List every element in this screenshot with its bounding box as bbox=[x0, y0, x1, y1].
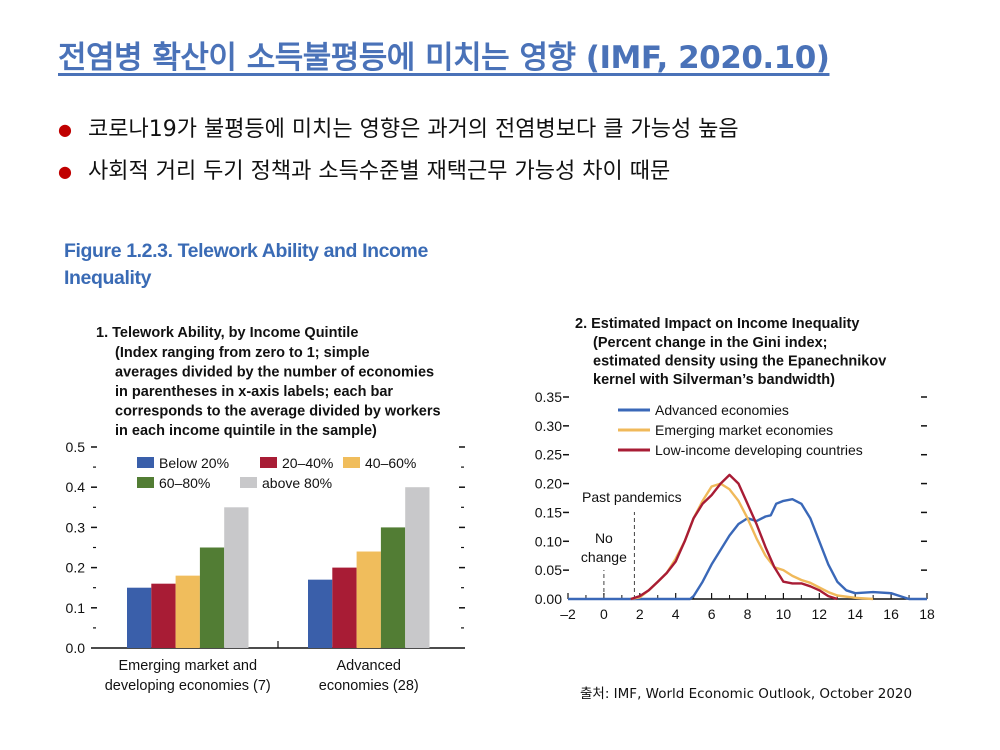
chart1-y-tick-label: 0.3 bbox=[66, 519, 86, 535]
chart1-bar-above-80- bbox=[224, 507, 249, 648]
chart2-x-tick-label: 0 bbox=[600, 606, 608, 622]
chart2-title: 2. Estimated Impact on Income Inequality bbox=[575, 316, 859, 332]
chart2-legend-label: Low-income developing countries bbox=[655, 442, 863, 458]
chart2-no-change-label: No bbox=[595, 530, 613, 546]
chart2-x-tick-label: 10 bbox=[776, 606, 792, 622]
chart2-y-tick-label: 0.10 bbox=[535, 533, 562, 549]
chart1-bar-below-20- bbox=[127, 587, 152, 648]
chart1-bar-above-80- bbox=[405, 487, 430, 648]
bullet-text: 코로나19가 불평등에 미치는 영향은 과거의 전염병보다 클 가능성 높음 bbox=[88, 117, 739, 142]
chart1-subtitle-line: in parentheses in x-axis labels; each ba… bbox=[115, 384, 393, 400]
chart1-bar-below-20- bbox=[308, 579, 333, 648]
chart1-legend-label: 60–80% bbox=[159, 475, 210, 491]
chart1-subtitle-line: (Index ranging from zero to 1; simple bbox=[115, 345, 370, 361]
chart1-y-tick-label: 0.5 bbox=[66, 439, 86, 455]
chart1-subtitle-line: averages divided by the number of econom… bbox=[115, 365, 434, 381]
chart2-subtitle-line: (Percent change in the Gini index; bbox=[593, 335, 827, 351]
chart1-legend-swatch bbox=[260, 457, 277, 468]
chart1-y-tick-label: 0.0 bbox=[66, 640, 86, 656]
chart2-x-tick-label: 14 bbox=[847, 606, 863, 622]
bullet-item: ● 코로나19가 불평등에 미치는 영향은 과거의 전염병보다 클 가능성 높음 bbox=[58, 112, 739, 154]
chart2-y-tick-label: 0.25 bbox=[535, 447, 562, 463]
chart2-y-tick-label: 0.30 bbox=[535, 418, 562, 434]
chart2-legend-label: Emerging market economies bbox=[655, 422, 833, 438]
chart2-subtitle-line: estimated density using the Epanechnikov bbox=[593, 354, 886, 370]
chart2-y-tick-label: 0.35 bbox=[535, 389, 562, 405]
chart1-bar-20-40- bbox=[151, 583, 176, 648]
chart1-legend-swatch bbox=[343, 457, 360, 468]
chart1-x-category-label: Advanced bbox=[337, 658, 402, 674]
chart1-legend-label: Below 20% bbox=[159, 455, 229, 471]
chart2-y-tick-label: 0.05 bbox=[535, 562, 562, 578]
chart2-x-tick-label: 8 bbox=[744, 606, 752, 622]
chart2-x-tick-label: 4 bbox=[672, 606, 680, 622]
chart1-bar-20-40- bbox=[332, 567, 357, 648]
chart1-title: 1. Telework Ability, by Income Quintile bbox=[96, 325, 358, 341]
chart2-legend-label: Advanced economies bbox=[655, 402, 789, 418]
chart1-legend-swatch bbox=[137, 457, 154, 468]
chart1-bar-60-80- bbox=[380, 527, 406, 648]
chart1-bar-40-60- bbox=[175, 575, 200, 648]
chart1-legend-label: 20–40% bbox=[282, 455, 333, 471]
bullet-item: ● 사회적 거리 두기 정책과 소득수준별 재택근무 가능성 차이 때문 bbox=[58, 154, 739, 196]
chart1-legend-label: above 80% bbox=[262, 475, 332, 491]
chart2-line-low-income-developing-countries bbox=[630, 473, 838, 601]
chart2-x-tick-label: 12 bbox=[812, 606, 828, 622]
chart2-x-tick-label: 16 bbox=[883, 606, 899, 622]
chart2-line-advanced-economies bbox=[568, 498, 927, 601]
chart1-bar-40-60- bbox=[356, 551, 381, 648]
chart2-x-tick-label: 2 bbox=[636, 606, 644, 622]
figure-title-line: Inequality bbox=[64, 267, 152, 289]
bullet-list: ● 코로나19가 불평등에 미치는 영향은 과거의 전염병보다 클 가능성 높음 … bbox=[58, 112, 739, 196]
bullet-dot-icon: ● bbox=[58, 162, 72, 181]
chart1-y-tick-label: 0.2 bbox=[66, 560, 86, 576]
chart2-x-tick-label: 18 bbox=[919, 606, 935, 622]
chart1-subtitle-line: in each income quintile in the sample) bbox=[115, 423, 377, 439]
chart2-x-tick-label: –2 bbox=[560, 606, 576, 622]
bullet-dot-icon: ● bbox=[58, 120, 72, 139]
chart1-legend-swatch bbox=[240, 477, 257, 488]
slide-title: 전염병 확산이 소득불평등에 미치는 영향 (IMF, 2020.10) bbox=[58, 40, 830, 76]
bullet-text: 사회적 거리 두기 정책과 소득수준별 재택근무 가능성 차이 때문 bbox=[88, 159, 671, 184]
chart1-bar-60-80- bbox=[199, 547, 225, 648]
figure-title: Figure 1.2.3. Telework Ability and Incom… bbox=[64, 238, 464, 292]
figure-title-line: Figure 1.2.3. Telework Ability and Incom… bbox=[64, 240, 428, 262]
chart2-y-tick-label: 0.00 bbox=[535, 591, 562, 607]
chart1-subtitle-line: corresponds to the average divided by wo… bbox=[115, 404, 441, 420]
chart2-no-change-label: change bbox=[581, 549, 627, 565]
chart1-legend-label: 40–60% bbox=[365, 455, 416, 471]
chart1-x-category-label: economies (28) bbox=[319, 678, 419, 694]
chart1-legend-swatch bbox=[137, 477, 154, 488]
chart1-x-category-label: Emerging market and bbox=[118, 658, 257, 674]
chart2-subtitle-line: kernel with Silverman’s bandwidth) bbox=[593, 372, 835, 388]
chart1-y-tick-label: 0.1 bbox=[66, 600, 86, 616]
chart2-past-pandemics-label: Past pandemics bbox=[582, 489, 682, 505]
source-note: 출처: IMF, World Economic Outlook, October… bbox=[580, 686, 913, 702]
chart1-y-tick-label: 0.4 bbox=[66, 479, 86, 495]
chart2-y-tick-label: 0.20 bbox=[535, 476, 562, 492]
chart2-y-tick-label: 0.15 bbox=[535, 504, 562, 520]
chart2-x-tick-label: 6 bbox=[708, 606, 716, 622]
chart1-x-category-label: developing economies (7) bbox=[105, 678, 271, 694]
